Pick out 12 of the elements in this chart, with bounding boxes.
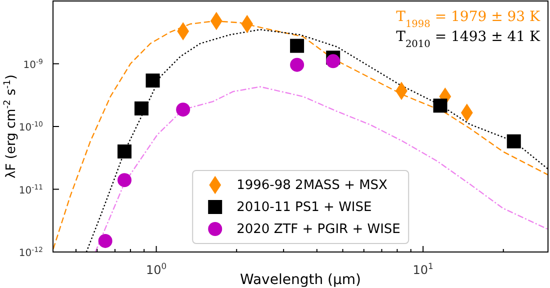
legend-label: 2010-11 PS1 + WISE: [236, 200, 372, 214]
x-tick-label: 10$^{1}$: [412, 261, 434, 277]
annotation: T$_{2010}$ = 1493 ± 41 K: [396, 29, 541, 50]
y-tick-label: 10$^{-11}$: [18, 183, 43, 196]
annotation: T$_{1998}$ = 1979 ± 93 K: [396, 9, 541, 30]
x-tick-label: 10$^{0}$: [146, 261, 167, 277]
legend-label: 2020 ZTF + PGIR + WISE: [236, 222, 400, 236]
y-tick-label: 10$^{-9}$: [23, 58, 43, 71]
y-tick-label: 10$^{-12}$: [18, 246, 43, 259]
y-tick-label: 10$^{-10}$: [18, 120, 43, 134]
legend-label: 1996-98 2MASS + MSX: [236, 178, 388, 192]
x-axis-title: Wavelength (μm): [240, 272, 361, 288]
